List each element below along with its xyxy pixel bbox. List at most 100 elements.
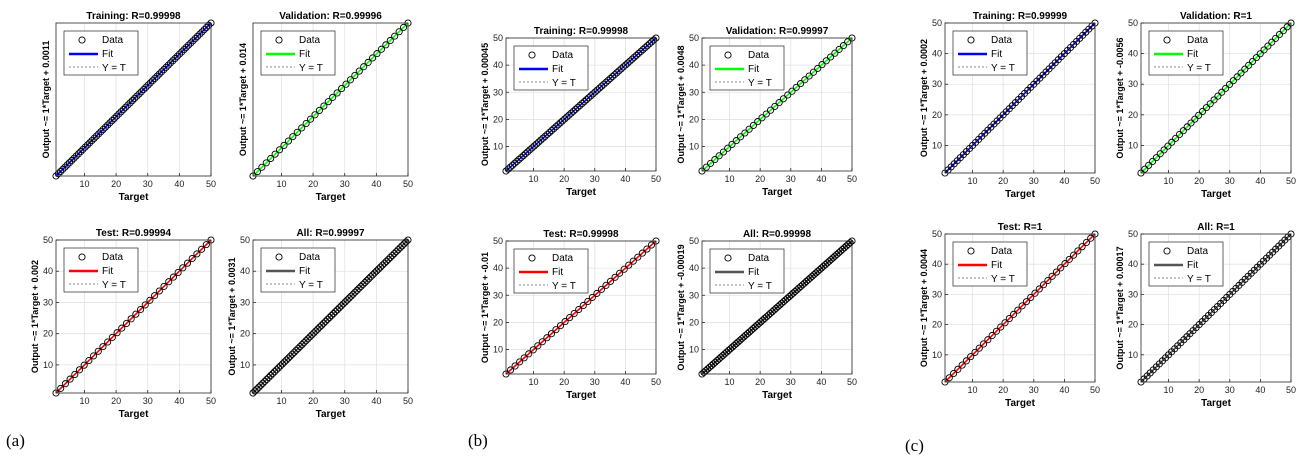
- data-point: [81, 143, 89, 151]
- axes-frame: [944, 22, 1096, 174]
- data-point: [371, 269, 379, 277]
- legend: Data Fit Y = T: [709, 45, 785, 91]
- data-point: [302, 337, 310, 345]
- axes-frame: [944, 233, 1096, 383]
- y-tick-label: 30: [689, 87, 699, 97]
- data-point: [984, 336, 992, 344]
- y-tick-label: 10: [240, 360, 250, 370]
- axes-frame: [55, 22, 212, 177]
- data-point: [343, 296, 351, 304]
- data-point: [637, 47, 645, 56]
- data-point: [539, 134, 547, 142]
- data-point: [83, 141, 91, 149]
- data-point: [169, 273, 177, 281]
- data-point: [1027, 293, 1035, 301]
- data-point: [715, 152, 723, 160]
- data-point: [1175, 130, 1184, 139]
- data-point: [954, 365, 962, 373]
- y-tick-label: 30: [1128, 289, 1138, 299]
- data-point: [1141, 165, 1149, 173]
- data-point: [193, 32, 202, 40]
- data-point: [117, 108, 125, 116]
- legend-marker-data: [1163, 247, 1171, 255]
- data-point: [598, 82, 606, 90]
- legend-label-identity: Y = T: [102, 280, 126, 291]
- data-point: [386, 36, 394, 45]
- plot-title: All: R=1: [1197, 222, 1235, 233]
- legend-label-fit: Fit: [748, 267, 759, 278]
- data-point: [835, 45, 843, 53]
- legend-label-fit: Fit: [299, 266, 310, 277]
- y-tick-label: 10: [1128, 350, 1138, 360]
- data-point: [351, 71, 359, 80]
- x-tick-label: 20: [998, 385, 1008, 395]
- data-point: [386, 253, 394, 261]
- data-point: [312, 327, 320, 335]
- data-point: [582, 96, 590, 104]
- data-point: [565, 111, 573, 119]
- data-point: [335, 304, 343, 312]
- x-tick-label: 50: [1286, 385, 1296, 395]
- plot-title: Training: R=0.99999: [973, 11, 1068, 22]
- data-point: [257, 381, 265, 389]
- data-point: [384, 255, 392, 263]
- data-point: [588, 293, 596, 301]
- fit-line: [1140, 233, 1292, 383]
- data-point: [728, 140, 736, 148]
- data-point: [400, 23, 408, 31]
- x-tick-label: 50: [847, 377, 857, 387]
- data-point: [115, 110, 123, 118]
- legend-marker-data: [967, 36, 975, 44]
- data-point: [72, 152, 80, 160]
- x-tick-label: 10: [276, 179, 286, 189]
- data-point: [327, 311, 336, 320]
- data-point: [128, 97, 136, 105]
- y-tick-label: 50: [1128, 18, 1138, 28]
- legend-marker-data: [275, 36, 283, 44]
- data-point: [54, 170, 62, 178]
- data-point: [339, 300, 347, 308]
- x-tick-label: 40: [620, 174, 630, 184]
- data-point: [288, 350, 296, 358]
- data-point: [818, 61, 826, 69]
- data-point: [400, 240, 408, 248]
- panel-label-a: (a): [6, 431, 25, 450]
- data-point: [365, 275, 373, 283]
- legend-label-fit: Fit: [552, 267, 563, 278]
- data-point: [202, 241, 210, 249]
- data-point: [846, 239, 854, 247]
- data-point: [108, 117, 116, 125]
- legend-label-data: Data: [1187, 35, 1209, 46]
- x-axis-label: Target: [316, 192, 346, 203]
- data-point: [70, 154, 78, 162]
- data-point: [77, 148, 85, 156]
- legend-label-fit: Fit: [299, 49, 310, 60]
- legend-label-fit: Fit: [991, 260, 1002, 271]
- data-point: [271, 150, 279, 158]
- data-point: [1160, 146, 1168, 154]
- data-point: [522, 150, 530, 158]
- y-tick-label: 40: [43, 266, 53, 276]
- data-point: [306, 333, 314, 341]
- x-tick-label: 10: [968, 385, 978, 395]
- data-point: [576, 101, 584, 110]
- x-tick-label: 40: [174, 396, 184, 406]
- data-point: [119, 105, 127, 114]
- x-axis-label: Target: [316, 409, 346, 420]
- data-point: [318, 321, 326, 329]
- data-point: [563, 113, 571, 121]
- data-point: [524, 148, 532, 156]
- data-point: [1260, 46, 1268, 54]
- data-point: [839, 42, 847, 50]
- data-point: [595, 84, 604, 92]
- x-axis-label: Target: [1005, 398, 1035, 409]
- data-point: [1218, 88, 1226, 96]
- data-point: [176, 50, 184, 58]
- data-point: [508, 161, 517, 169]
- data-point: [625, 261, 633, 269]
- x-tick-label: 20: [111, 179, 121, 189]
- data-point: [269, 370, 277, 378]
- data-point: [602, 281, 610, 289]
- legend-label-data: Data: [299, 35, 321, 46]
- data-point: [732, 137, 740, 145]
